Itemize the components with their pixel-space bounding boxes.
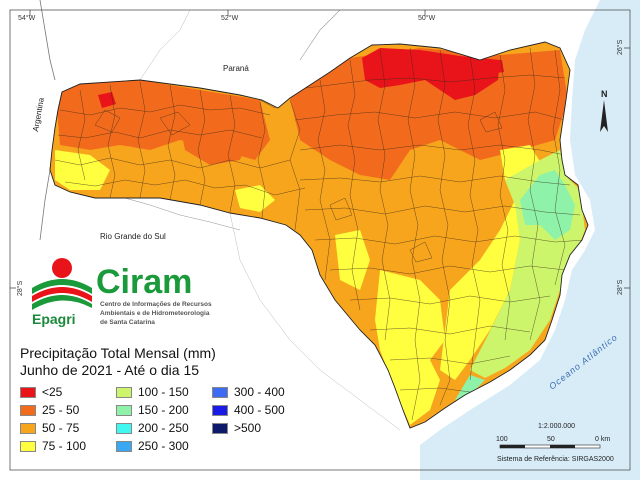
legend-item: 75 - 100	[20, 437, 116, 455]
legend-item: 300 - 400	[212, 383, 308, 401]
legend-swatch	[212, 386, 228, 398]
legend-swatch	[212, 404, 228, 416]
coord-label-28s-right: 28°S	[616, 279, 624, 295]
legend-item: 25 - 50	[20, 401, 116, 419]
legend-swatch	[212, 422, 228, 434]
legend-item: 400 - 500	[212, 401, 308, 419]
legend-label: 25 - 50	[42, 403, 80, 417]
reference-system: Sistema de Referência: SIRGAS2000	[497, 456, 614, 463]
logo-sun-icon	[52, 258, 72, 278]
coord-label-26s: 26°S	[616, 39, 624, 55]
label-rio-grande-do-sul: Rio Grande do Sul	[100, 232, 166, 241]
legend-item: 50 - 75	[20, 419, 116, 437]
legend-label: 200 - 250	[138, 421, 189, 435]
label-parana: Paraná	[223, 64, 249, 73]
legend-item: 200 - 250	[116, 419, 212, 437]
logo-line3: de Santa Catarina	[100, 319, 155, 326]
legend-empty	[212, 437, 308, 455]
legend-title: Precipitação Total Mensal (mm)	[20, 345, 216, 361]
legend: Precipitação Total Mensal (mm) Junho de …	[20, 345, 285, 455]
legend-label: >500	[234, 421, 262, 435]
legend-label: 100 - 150	[138, 385, 189, 399]
legend-item: 150 - 200	[116, 401, 212, 419]
legend-swatch	[116, 404, 132, 416]
legend-swatch	[20, 404, 36, 416]
legend-swatch	[116, 440, 132, 452]
municipality-boundaries	[54, 47, 586, 421]
legend-label: 250 - 300	[138, 439, 189, 453]
logo-epagri: Epagri	[32, 311, 76, 327]
legend-item: <25	[20, 383, 116, 401]
legend-grid: <25 100 - 150 300 - 400 25 - 50 150 - 200 400…	[20, 383, 285, 455]
state-outline	[49, 41, 589, 429]
scale-tick-0: 0 km	[595, 436, 610, 443]
logo-line2: Ambientais e de Hidrometeorologia	[100, 310, 210, 317]
scale-tick-50: 50	[547, 436, 555, 443]
legend-item: 250 - 300	[116, 437, 212, 455]
legend-label: 50 - 75	[42, 421, 80, 435]
coord-label-50w: 50°W	[418, 14, 436, 22]
scale-bar: 1:2.000.000 100 50 0 km Sistema de Refer…	[496, 423, 614, 463]
legend-label: 400 - 500	[234, 403, 285, 417]
scale-ratio: 1:2.000.000	[538, 423, 575, 430]
legend-swatch	[20, 422, 36, 434]
legend-swatch	[20, 440, 36, 452]
graticule: 54°W 52°W 50°W 26°S 28°S 28°S	[10, 10, 630, 296]
epagri-ciram-logo: Epagri Ciram Centro de Informações de Re…	[32, 258, 212, 327]
legend-label: 75 - 100	[42, 439, 87, 453]
coord-label-52w: 52°W	[221, 14, 239, 22]
legend-item: >500	[212, 419, 308, 437]
scale-tick-100: 100	[496, 436, 508, 443]
legend-swatch	[20, 386, 36, 398]
legend-subtitle: Junho de 2021 - Até o dia 15	[20, 362, 200, 378]
north-arrow-icon: N	[600, 89, 608, 132]
legend-swatch	[116, 422, 132, 434]
legend-item: 100 - 150	[116, 383, 212, 401]
coord-label-54w: 54°W	[18, 14, 36, 22]
ocean-area	[420, 0, 640, 480]
legend-label: 150 - 200	[138, 403, 189, 417]
logo-line1: Centro de Informações de Recursos	[100, 301, 212, 308]
legend-swatch	[116, 386, 132, 398]
north-label: N	[601, 89, 608, 99]
legend-label: 300 - 400	[234, 385, 285, 399]
coord-label-28s-left: 28°S	[16, 280, 24, 296]
legend-label: <25	[42, 385, 63, 399]
logo-ciram: Ciram	[96, 263, 192, 301]
